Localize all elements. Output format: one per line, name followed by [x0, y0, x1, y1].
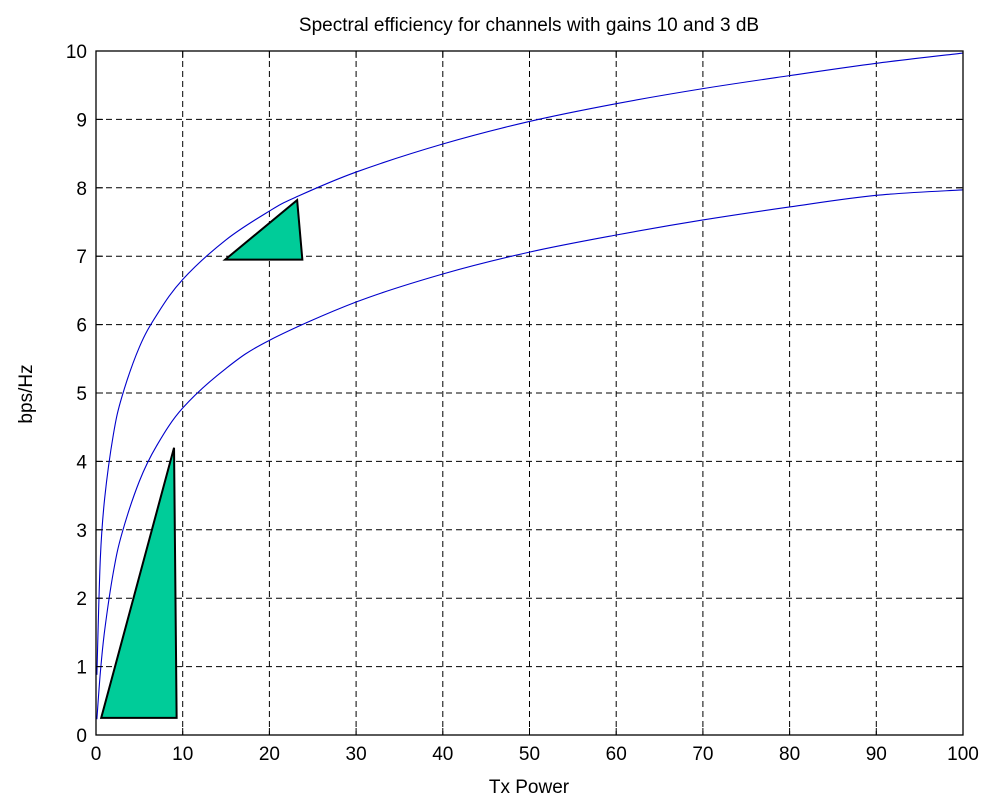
x-tick-label: 30	[346, 744, 367, 765]
tick-marks	[95, 50, 964, 736]
y-axis-tick-labels: 0 1 2 3 4 5 6 7 8 9 10	[66, 42, 88, 747]
x-tick-label: 10	[172, 744, 193, 765]
annotation-layer	[99, 198, 304, 719]
y-axis-title: bps/Hz	[16, 364, 37, 423]
x-tick-label: 70	[692, 744, 713, 765]
x-tick-label: 20	[259, 744, 280, 765]
x-tick-label: 90	[866, 744, 887, 765]
x-tick-label: 40	[432, 744, 453, 765]
x-axis-tick-labels: 0 10 20 30 40 50 60 70 80 90 100	[91, 744, 979, 765]
y-tick-label: 9	[76, 110, 87, 131]
grid-lines	[96, 51, 963, 735]
y-tick-label: 5	[76, 384, 87, 405]
annotation-triangle-1	[99, 447, 178, 719]
x-tick-label: 50	[519, 744, 540, 765]
y-tick-label: 10	[66, 42, 87, 63]
x-tick-label: 0	[91, 744, 102, 765]
y-tick-label: 0	[76, 726, 87, 747]
series-line-1	[96, 52, 964, 675]
y-tick-label: 2	[76, 589, 87, 610]
x-axis-title: Tx Power	[489, 777, 570, 798]
series-layer	[96, 52, 964, 720]
x-tick-label: 100	[947, 744, 979, 765]
chart-title: Spectral efficiency for channels with ga…	[299, 15, 759, 36]
annotation-triangle-2	[222, 198, 304, 261]
y-tick-label: 1	[76, 658, 87, 679]
y-tick-label: 6	[76, 316, 87, 337]
y-tick-label: 7	[76, 247, 87, 268]
y-tick-label: 4	[76, 452, 87, 473]
y-tick-label: 3	[76, 521, 87, 542]
x-tick-label: 80	[779, 744, 800, 765]
series-line-2	[96, 189, 964, 720]
x-tick-label: 60	[606, 744, 627, 765]
y-tick-label: 8	[76, 179, 87, 200]
